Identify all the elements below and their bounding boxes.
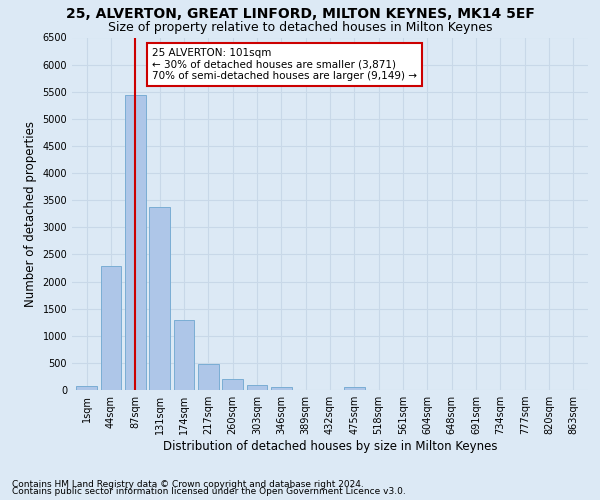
Bar <box>222 378 243 390</box>
Text: 25, ALVERTON, GREAT LINFORD, MILTON KEYNES, MK14 5EF: 25, ALVERTON, GREAT LINFORD, MILTON KEYN… <box>65 8 535 22</box>
Bar <box>198 364 218 390</box>
Bar <box>271 387 292 390</box>
Y-axis label: Number of detached properties: Number of detached properties <box>24 120 37 306</box>
Text: 25 ALVERTON: 101sqm
← 30% of detached houses are smaller (3,871)
70% of semi-det: 25 ALVERTON: 101sqm ← 30% of detached ho… <box>152 48 417 82</box>
Bar <box>247 384 268 390</box>
Bar <box>149 206 170 390</box>
Text: Contains HM Land Registry data © Crown copyright and database right 2024.: Contains HM Land Registry data © Crown c… <box>12 480 364 489</box>
Bar <box>101 266 121 390</box>
X-axis label: Distribution of detached houses by size in Milton Keynes: Distribution of detached houses by size … <box>163 440 497 453</box>
Bar <box>173 320 194 390</box>
Bar <box>344 386 365 390</box>
Bar <box>76 386 97 390</box>
Text: Size of property relative to detached houses in Milton Keynes: Size of property relative to detached ho… <box>108 21 492 34</box>
Bar <box>125 95 146 390</box>
Text: Contains public sector information licensed under the Open Government Licence v3: Contains public sector information licen… <box>12 487 406 496</box>
